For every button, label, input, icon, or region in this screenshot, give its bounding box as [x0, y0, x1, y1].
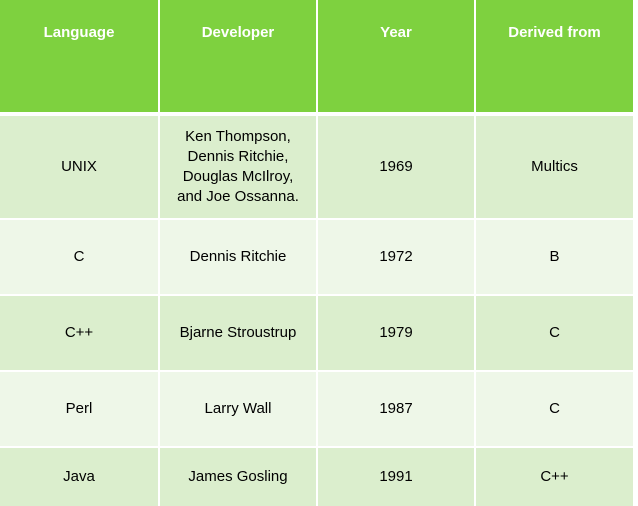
cell-language: Perl — [0, 370, 160, 447]
cell-developer: James Gosling — [158, 446, 318, 506]
table-row: C++ Bjarne Stroustrup 1979 C — [0, 294, 635, 371]
cell-year: 1987 — [316, 370, 476, 447]
header-developer: Developer — [158, 0, 318, 116]
cell-year: 1969 — [316, 113, 476, 219]
table-header: Language Developer Year Derived from — [0, 0, 635, 116]
cell-developer: Dennis Ritchie — [158, 218, 318, 295]
table-body: UNIX Ken Thompson, Dennis Ritchie, Dougl… — [0, 113, 635, 506]
table-row: Perl Larry Wall 1987 C — [0, 370, 635, 447]
cell-derived-from: C++ — [474, 446, 635, 506]
cell-year: 1991 — [316, 446, 476, 506]
table-row: UNIX Ken Thompson, Dennis Ritchie, Dougl… — [0, 113, 635, 219]
cell-derived-from: C — [474, 370, 635, 447]
table-row: C Dennis Ritchie 1972 B — [0, 218, 635, 295]
header-year: Year — [316, 0, 476, 116]
cell-language: C — [0, 218, 160, 295]
cell-derived-from: Multics — [474, 113, 635, 219]
cell-developer: Larry Wall — [158, 370, 318, 447]
right-edge-strip — [634, 0, 638, 478]
cell-language: Java — [0, 446, 160, 506]
cell-developer-text: Ken Thompson, Dennis Ritchie, Douglas Mc… — [177, 128, 299, 205]
cell-derived-from: B — [474, 218, 635, 295]
header-row: Language Developer Year Derived from — [0, 0, 635, 116]
cell-language: UNIX — [0, 113, 160, 219]
cell-language: C++ — [0, 294, 160, 371]
header-language: Language — [0, 0, 160, 116]
cell-developer: Ken Thompson, Dennis Ritchie, Douglas Mc… — [158, 113, 318, 219]
cell-year: 1979 — [316, 294, 476, 371]
cell-derived-from: C — [474, 294, 635, 371]
table-row: Java James Gosling 1991 C++ — [0, 446, 635, 506]
cell-developer: Bjarne Stroustrup — [158, 294, 318, 371]
header-derived-from: Derived from — [474, 0, 635, 116]
cell-year: 1972 — [316, 218, 476, 295]
